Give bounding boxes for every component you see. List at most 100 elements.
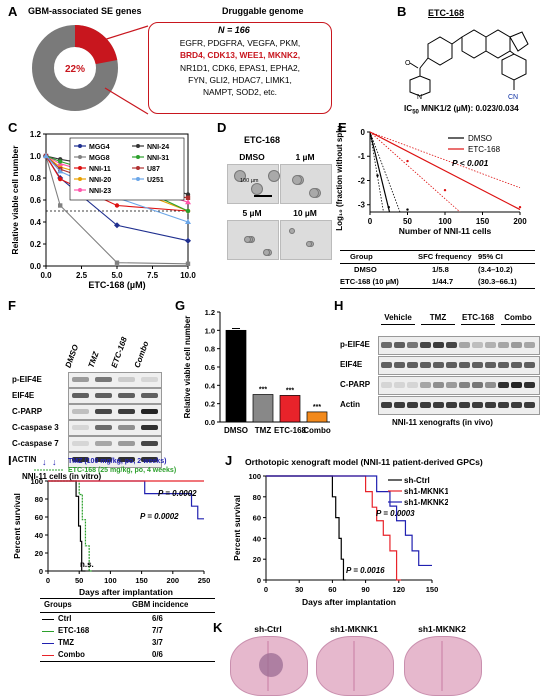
d-scalebar (254, 195, 272, 197)
c-ytick-label: 0.2 (30, 240, 42, 249)
j-xtick-label: 90 (361, 585, 369, 594)
c-legend-label: NNI-23 (89, 188, 111, 195)
h-band (459, 402, 470, 408)
g-significance: *** (259, 387, 267, 394)
d-sphere (251, 183, 263, 195)
e-ytick-label: 0 (361, 128, 366, 137)
f-band (72, 441, 89, 446)
e-legend-dmso: DMSO (468, 134, 492, 143)
a-gene-text: NR1D1, CDK6, EPAS1, EPHA2, (180, 62, 300, 73)
k-midline (441, 641, 443, 691)
b-ic50-rest: MNK1/2 (µM): 0.023/0.034 (418, 104, 519, 113)
g-category-label: Combo (303, 426, 331, 435)
f-row-label: C-caspase 3 (12, 423, 59, 432)
c-legend-marker (78, 177, 82, 181)
e-ytick-label: -3 (358, 201, 366, 210)
f-column-label: DMSO (63, 343, 81, 369)
i-table-incidence: 0/6 (152, 650, 163, 659)
b-ic50: IC50 MNK1/2 (µM): 0.023/0.034 (404, 104, 519, 116)
i-table-header-cell: Groups (44, 600, 72, 609)
h-band (498, 402, 509, 408)
d-label: 5 µM (242, 208, 262, 218)
e-table-row: DMSO 1/5.8 (3.4–10.2) (340, 264, 535, 276)
j-ytick-label: 20 (253, 555, 261, 564)
h-blot-strip (378, 356, 540, 375)
e-xtick-label: 50 (403, 217, 412, 226)
h-caption: NNI-11 xenografts (in vivo) (392, 418, 493, 427)
c-ytick-label: 1.0 (30, 152, 42, 161)
h-band (394, 382, 405, 388)
i-ytick-label: 80 (35, 495, 43, 504)
b-atom-n: N (417, 94, 422, 101)
i-table-incidence: 7/7 (152, 626, 163, 635)
a-gene-line: NR1D1, CDK6, EPAS1, EPHA2, (152, 62, 328, 74)
e-table-cell: ETC-168 (10 µM) (340, 277, 399, 286)
h-blot-strip (378, 396, 540, 415)
h-blot-strip (378, 376, 540, 395)
d-sphere (306, 241, 312, 247)
e-point-dmso (387, 205, 390, 209)
a-gene-line: NAMPT, SOD2, etc. (152, 86, 328, 98)
k-tumor-mass (259, 653, 283, 677)
g-significance: *** (286, 387, 294, 394)
g-bar-chart: 0.0 0.2 0.4 0.6 0.8 1.0 1.2 Relative viable cel… (183, 308, 331, 435)
e-legend-etc: ETC-168 (468, 145, 501, 154)
c-legend-label: U251 (147, 177, 164, 184)
j-xlabel: Days after implantation (302, 597, 396, 607)
j-xtick-label: 0 (264, 585, 268, 594)
d-sphere (309, 188, 319, 198)
c-legend-marker (136, 166, 140, 170)
c-legend-marker (136, 155, 140, 159)
f-row-label: C-PARP (12, 407, 43, 416)
h-band (381, 362, 392, 368)
h-band (459, 362, 470, 368)
d-micrograph (280, 220, 332, 260)
c-point (57, 168, 64, 174)
c-legend-marker (78, 155, 82, 159)
e-xtick-label: 0 (368, 217, 373, 226)
i-xlabel: Days after implantation (79, 587, 173, 597)
d-title: ETC-168 (244, 135, 281, 145)
a-donut-pct: 22% (65, 64, 85, 75)
h-band (433, 382, 444, 388)
h-band (446, 362, 457, 368)
c-point (185, 208, 191, 214)
a-gene-text: NAMPT, SOD2, etc. (203, 87, 277, 98)
f-caption: NNI-11 cells (in vitro) (22, 472, 102, 481)
a-gene-line: EGFR, PDGFRA, VEGFA, PKM, (152, 37, 328, 49)
f-blot-strip (68, 452, 162, 468)
i-survival-chart: ↓ ↓ TMZ (100 mg/kg, po, 2 weeks) ETC-168 (2… (12, 457, 210, 597)
b-chemical-structure: O N CN (405, 29, 529, 101)
i-curve-tmz (48, 480, 204, 520)
f-band (95, 425, 112, 430)
i-pvalue-2: P = 0.0002 (140, 512, 179, 521)
g-bar-dmso (225, 329, 247, 423)
f-band (95, 377, 112, 382)
i-table-group: ETC-168 (58, 626, 90, 635)
panel-label-h: H (334, 298, 344, 313)
e-point-dmso (406, 208, 409, 211)
h-row-label: Actin (340, 400, 360, 409)
e-point-etc (406, 159, 409, 163)
h-group-line (421, 324, 455, 325)
h-band (394, 402, 405, 408)
c-xtick-label: 10.0 (180, 271, 196, 280)
i-table-swatch (42, 631, 54, 633)
i-ytick-label: 0 (39, 567, 43, 576)
e-ytick-label: -1 (358, 152, 366, 161)
e-ylabel: Log₁₀ (fraction without sphere) (335, 126, 344, 231)
e-xlabel: Number of NNI-11 cells (399, 226, 492, 236)
c-xlabel: ETC-168 (µM) (88, 280, 145, 290)
c-legend-label: NNI-31 (147, 155, 169, 162)
i-tmz-note: TMZ (100 mg/kg, po, 2 weeks) (68, 458, 166, 465)
i-table-group: Ctrl (58, 614, 72, 623)
e-ci-dmso-lower (369, 131, 384, 213)
h-band (524, 362, 535, 368)
j-xtick-label: 120 (393, 585, 406, 594)
h-band (459, 342, 470, 348)
f-band (118, 409, 135, 414)
f-band (95, 409, 112, 414)
b-ic50-prefix: IC (404, 104, 413, 113)
k-label: sh1-MKNK1 (330, 624, 378, 634)
c-legend-label: NNI-24 (147, 144, 169, 151)
